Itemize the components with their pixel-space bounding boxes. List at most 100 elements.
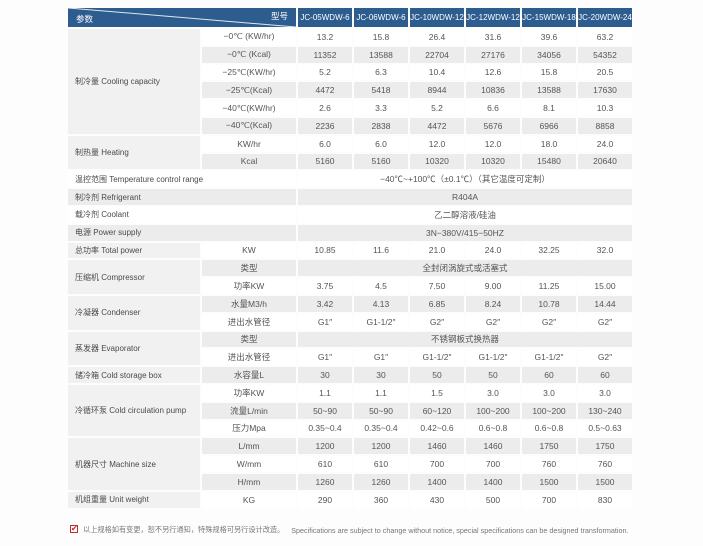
spec-row: 机器尺寸 Machine size L/mm 1200 1200 1460 1460 175… xyxy=(68,438,632,490)
group-label: 总功率 Total power xyxy=(68,242,200,259)
value-cell: 1260 xyxy=(354,473,408,490)
value-cell: 10.85 xyxy=(298,242,352,259)
spec-row: 机组重量 Unit weight KG 290 360 430 500 700 830 xyxy=(68,491,632,508)
sub-label: KW xyxy=(202,242,296,259)
model-header-1: JC-05WDW-6 xyxy=(298,8,352,27)
value-cell: 34056 xyxy=(522,46,576,63)
value-cell: 6966 xyxy=(522,117,576,134)
value-cell: 1.1 xyxy=(298,384,352,401)
corner-header-cell: 参数 型号 xyxy=(68,8,296,27)
value-cell: 39.6 xyxy=(522,29,576,45)
value-cell: 290 xyxy=(298,491,352,508)
value-cell: 700 xyxy=(522,491,576,508)
value-cell: 760 xyxy=(578,456,632,472)
value-cell: 4472 xyxy=(410,117,464,134)
value-cell: 50~90 xyxy=(298,402,352,419)
value-cell: 1460 xyxy=(466,438,520,455)
diagonal-divider-line xyxy=(68,8,296,27)
value-cell: 1400 xyxy=(466,473,520,490)
value-cell: 100~200 xyxy=(466,402,520,419)
value-cell: G1-1/2″ xyxy=(466,349,520,366)
group-label: 制冷量 Cooling capacity xyxy=(68,29,200,134)
value-cell: 10836 xyxy=(466,82,520,99)
merged-value: −40℃~+100℃（±0.1℃）（其它温度可定制） xyxy=(298,171,632,188)
sub-label: 功率KW xyxy=(202,278,296,294)
sub-label: 类型 xyxy=(202,260,296,277)
value-cell: 11.25 xyxy=(522,278,576,294)
value-cell: 0.35~0.4 xyxy=(298,420,352,437)
value-cell: 24.0 xyxy=(578,135,632,152)
footnote-text-zh: 以上规格如有变更，恕不另行通知，特殊规格可另行设计改造。 xyxy=(83,525,285,534)
spec-row: 制冷剂 Refrigerant R404A xyxy=(68,189,632,205)
value-cell: 63.2 xyxy=(578,29,632,45)
row-label: 温控范围 Temperature control range xyxy=(68,171,296,188)
footnote-text-en: Specifications are subject to change wit… xyxy=(291,525,629,535)
value-cell: 8.1 xyxy=(522,100,576,116)
value-cell: 0.42~0.6 xyxy=(410,420,464,437)
value-cell: 18.0 xyxy=(522,135,576,152)
merged-value: 3N−380V/415−50HZ xyxy=(298,224,632,241)
value-cell: 30 xyxy=(298,367,352,383)
sub-label: 进出水管径 xyxy=(202,313,296,330)
value-cell: 3.0 xyxy=(466,384,520,401)
value-cell: G2″ xyxy=(466,313,520,330)
value-cell: 2236 xyxy=(298,117,352,134)
value-cell: 0.5~0.63 xyxy=(578,420,632,437)
value-cell: G1″ xyxy=(298,313,352,330)
value-cell: 60~120 xyxy=(410,402,464,419)
sub-label: 流量L/min xyxy=(202,402,296,419)
value-cell: 20640 xyxy=(578,153,632,170)
value-cell: G1″ xyxy=(298,349,352,366)
value-cell: G2″ xyxy=(410,313,464,330)
value-cell: 10.3 xyxy=(578,100,632,116)
model-header-2: JC-06WDW-6 xyxy=(354,8,408,27)
value-cell: 3.3 xyxy=(354,100,408,116)
group-label: 冷凝器 Condenser xyxy=(68,295,200,330)
group-label: 机器尺寸 Machine size xyxy=(68,438,200,490)
value-cell: 8.24 xyxy=(466,295,520,312)
value-cell: 50 xyxy=(410,367,464,383)
checkbox-check-icon: ✔ xyxy=(70,524,78,533)
value-cell: 700 xyxy=(410,456,464,472)
sub-label: −25℃(KW/hr) xyxy=(202,64,296,81)
value-cell: 50~90 xyxy=(354,402,408,419)
sub-label: 类型 xyxy=(202,331,296,348)
spec-row: 功率KW 3.75 4.5 7.50 9.00 11.25 15.00 xyxy=(68,278,632,294)
sub-label: H/mm xyxy=(202,473,296,490)
value-cell: 11.6 xyxy=(354,242,408,259)
merged-value: 全封闭涡旋式或活塞式 xyxy=(298,260,632,277)
value-cell: 1260 xyxy=(298,473,352,490)
value-cell: 54352 xyxy=(578,46,632,63)
value-cell: 6.85 xyxy=(410,295,464,312)
value-cell: 5160 xyxy=(354,153,408,170)
merged-value: 不锈钢板式换热器 xyxy=(298,331,632,348)
spec-row: 蒸发器 Evaporator 类型 不锈钢板式换热器 xyxy=(68,331,632,366)
value-cell: 4.13 xyxy=(354,295,408,312)
value-cell: 6.0 xyxy=(298,135,352,152)
value-cell: 130~240 xyxy=(578,402,632,419)
value-cell: 21.0 xyxy=(410,242,464,259)
value-cell: 1200 xyxy=(298,438,352,455)
value-cell: 10320 xyxy=(466,153,520,170)
header-row: 参数 型号 JC-05WDW-6 JC-06WDW-6 JC-10WDW-12 JC-… xyxy=(68,8,632,27)
row-label: 制冷剂 Refrigerant xyxy=(68,189,296,205)
value-cell: 1400 xyxy=(410,473,464,490)
value-cell: 0.6~0.8 xyxy=(466,420,520,437)
group-label: 储冷箱 Cold storage box xyxy=(68,367,200,383)
value-cell: 9.00 xyxy=(466,278,520,294)
model-header-3: JC-10WDW-12 xyxy=(410,8,464,27)
footnote: ✔ 以上规格如有变更，恕不另行通知，特殊规格可另行设计改造。 Specifica… xyxy=(70,525,628,535)
sub-label: W/mm xyxy=(202,456,296,472)
value-cell: 1.1 xyxy=(354,384,408,401)
value-cell: G1-1/2″ xyxy=(410,349,464,366)
value-cell: 1500 xyxy=(522,473,576,490)
model-header-label: 型号 xyxy=(270,11,288,21)
value-cell: 430 xyxy=(410,491,464,508)
value-cell: 50 xyxy=(466,367,520,383)
group-label: 制热量 Heating xyxy=(68,135,200,170)
row-label: 电源 Power supply xyxy=(68,224,296,241)
value-cell: 610 xyxy=(354,456,408,472)
value-cell: 6.6 xyxy=(466,100,520,116)
value-cell: 32.25 xyxy=(522,242,576,259)
